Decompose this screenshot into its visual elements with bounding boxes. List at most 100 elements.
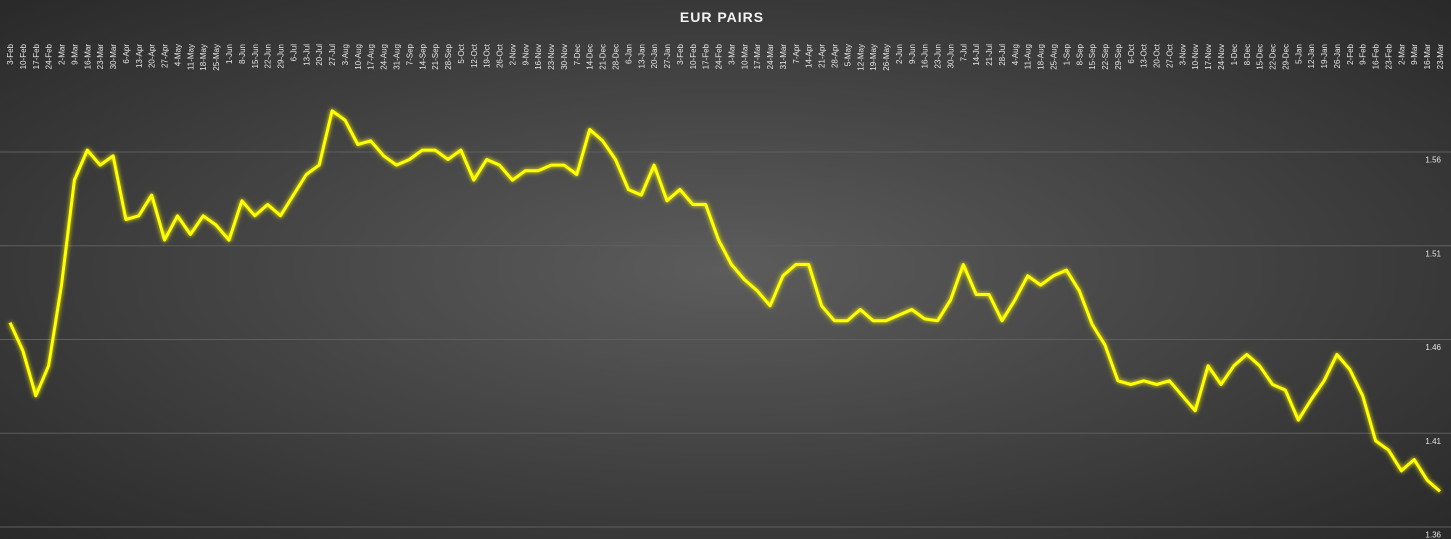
x-tick-label: 26-Jan bbox=[1333, 44, 1342, 68]
x-tick-label: 27-Jul bbox=[328, 44, 337, 66]
x-tick-label: 4-May bbox=[173, 44, 182, 66]
x-tick-label: 1-Sep bbox=[1062, 43, 1071, 65]
x-tick-label: 24-Aug bbox=[380, 44, 389, 70]
x-tick-label: 18-Aug bbox=[1037, 44, 1046, 70]
x-tick-label: 2-Mar bbox=[1397, 44, 1406, 65]
chart-title: EUR PAIRS bbox=[680, 9, 764, 25]
x-tick-label: 3-Feb bbox=[676, 43, 685, 64]
x-tick-label: 17-Feb bbox=[32, 43, 41, 69]
x-tick-label: 28-Apr bbox=[831, 44, 840, 68]
x-tick-label: 2-Nov bbox=[508, 44, 517, 65]
x-tick-label: 20-Jan bbox=[650, 44, 659, 68]
x-tick-label: 2-Jun bbox=[895, 44, 904, 64]
x-tick-label: 16-Jun bbox=[921, 44, 930, 68]
x-tick-label: 13-Jan bbox=[637, 44, 646, 68]
x-tick-label: 10-Aug bbox=[354, 44, 363, 70]
x-tick-label: 9-Nov bbox=[521, 44, 530, 65]
x-tick-label: 3-Nov bbox=[1178, 44, 1187, 65]
x-tick-label: 8-Dec bbox=[1243, 44, 1252, 65]
x-tick-label: 24-Nov bbox=[1217, 44, 1226, 70]
x-tick-label: 20-Jul bbox=[315, 44, 324, 66]
x-tick-label: 25-May bbox=[212, 44, 221, 71]
x-tick-label: 21-Jul bbox=[985, 44, 994, 66]
x-tick-label: 24-Feb bbox=[715, 43, 724, 69]
x-tick-label: 21-Sep bbox=[431, 43, 440, 69]
x-tick-label: 9-Mar bbox=[1410, 44, 1419, 65]
y-tick-label: 1.51 bbox=[1425, 249, 1441, 258]
x-tick-label: 7-Apr bbox=[792, 44, 801, 64]
x-tick-label: 19-Jan bbox=[1320, 44, 1329, 68]
x-tick-label: 15-Sep bbox=[1088, 43, 1097, 69]
x-tick-label: 14-Dec bbox=[586, 44, 595, 70]
x-tick-label: 23-Mar bbox=[1436, 44, 1445, 70]
x-tick-label: 3-Aug bbox=[341, 44, 350, 65]
x-tick-label: 15-Dec bbox=[1256, 44, 1265, 70]
x-tick-label: 19-May bbox=[869, 44, 878, 71]
x-tick-label: 6-Jan bbox=[624, 44, 633, 64]
x-tick-label: 24-Mar bbox=[766, 44, 775, 70]
x-tick-label: 14-Jul bbox=[972, 44, 981, 66]
x-tick-label: 29-Sep bbox=[1114, 43, 1123, 69]
x-tick-label: 3-Mar bbox=[727, 44, 736, 65]
x-tick-label: 27-Apr bbox=[161, 44, 170, 68]
x-tick-label: 14-Sep bbox=[418, 43, 427, 69]
x-tick-label: 31-Mar bbox=[779, 44, 788, 70]
x-tick-label: 16-Feb bbox=[1372, 43, 1381, 69]
x-tick-label: 13-Oct bbox=[1140, 43, 1149, 68]
x-tick-label: 28-Sep bbox=[444, 43, 453, 69]
x-tick-label: 20-Oct bbox=[1153, 43, 1162, 68]
x-tick-label: 9-Mar bbox=[70, 44, 79, 65]
x-tick-label: 22-Dec bbox=[1269, 44, 1278, 70]
x-tick-label: 17-Nov bbox=[1204, 44, 1213, 70]
x-tick-label: 14-Apr bbox=[805, 44, 814, 68]
x-tick-label: 22-Jun bbox=[264, 44, 273, 68]
x-tick-label: 9-Jun bbox=[908, 44, 917, 64]
x-tick-label: 15-Jun bbox=[251, 44, 260, 68]
x-tick-label: 27-Oct bbox=[1165, 43, 1174, 68]
x-tick-label: 12-Jan bbox=[1307, 44, 1316, 68]
x-tick-label: 5-Jan bbox=[1294, 44, 1303, 64]
x-tick-label: 28-Jul bbox=[998, 44, 1007, 66]
x-tick-label: 31-Aug bbox=[392, 44, 401, 70]
x-tick-label: 16-Nov bbox=[534, 44, 543, 70]
line bbox=[8, 109, 1441, 493]
x-tick-label: 28-Dec bbox=[611, 44, 620, 70]
x-tick-label: 16-Mar bbox=[83, 44, 92, 70]
x-tick-label: 4-Aug bbox=[1011, 44, 1020, 65]
x-tick-label: 18-May bbox=[199, 44, 208, 71]
x-tick-label: 27-Jan bbox=[663, 44, 672, 68]
x-tick-label: 10-Mar bbox=[740, 44, 749, 70]
x-tick-label: 1-Jun bbox=[225, 44, 234, 64]
x-tick-label: 22-Sep bbox=[1101, 43, 1110, 69]
x-tick-label: 29-Jun bbox=[277, 44, 286, 68]
x-tick-label: 10-Nov bbox=[1191, 44, 1200, 70]
x-tick-label: 17-Mar bbox=[753, 44, 762, 70]
x-tick-label: 6-Jul bbox=[289, 44, 298, 62]
x-tick-label: 17-Feb bbox=[702, 43, 711, 69]
x-tick-label: 11-Aug bbox=[1024, 44, 1033, 69]
x-tick-label: 30-Mar bbox=[109, 44, 118, 70]
x-tick-label: 21-Dec bbox=[599, 44, 608, 70]
x-tick-label: 21-Apr bbox=[818, 44, 827, 68]
x-tick-label: 13-Apr bbox=[135, 44, 144, 68]
x-tick-label: 6-Oct bbox=[1127, 43, 1136, 63]
x-tick-label: 6-Apr bbox=[122, 44, 131, 64]
x-tick-label: 20-Apr bbox=[148, 44, 157, 68]
x-tick-label: 17-Aug bbox=[367, 44, 376, 70]
x-tick-label: 23-Mar bbox=[96, 44, 105, 70]
y-tick-label: 1.56 bbox=[1425, 156, 1441, 165]
x-tick-label: 23-Nov bbox=[547, 44, 556, 70]
x-tick-label: 5-Oct bbox=[457, 43, 466, 63]
y-tick-label: 1.41 bbox=[1425, 437, 1441, 446]
x-tick-label: 26-May bbox=[882, 44, 891, 71]
x-tick-label: 12-Oct bbox=[470, 43, 479, 68]
x-tick-label: 2-Mar bbox=[58, 44, 67, 65]
x-tick-label: 29-Dec bbox=[1281, 44, 1290, 70]
x-tick-label: 8-Sep bbox=[1075, 43, 1084, 65]
x-tick-label: 9-Feb bbox=[1359, 43, 1368, 64]
x-tick-label: 25-Aug bbox=[1050, 44, 1059, 70]
x-tick-label: 30-Jun bbox=[946, 44, 955, 68]
x-tick-label: 5-May bbox=[843, 44, 852, 66]
x-tick-label: 7-Sep bbox=[405, 43, 414, 65]
